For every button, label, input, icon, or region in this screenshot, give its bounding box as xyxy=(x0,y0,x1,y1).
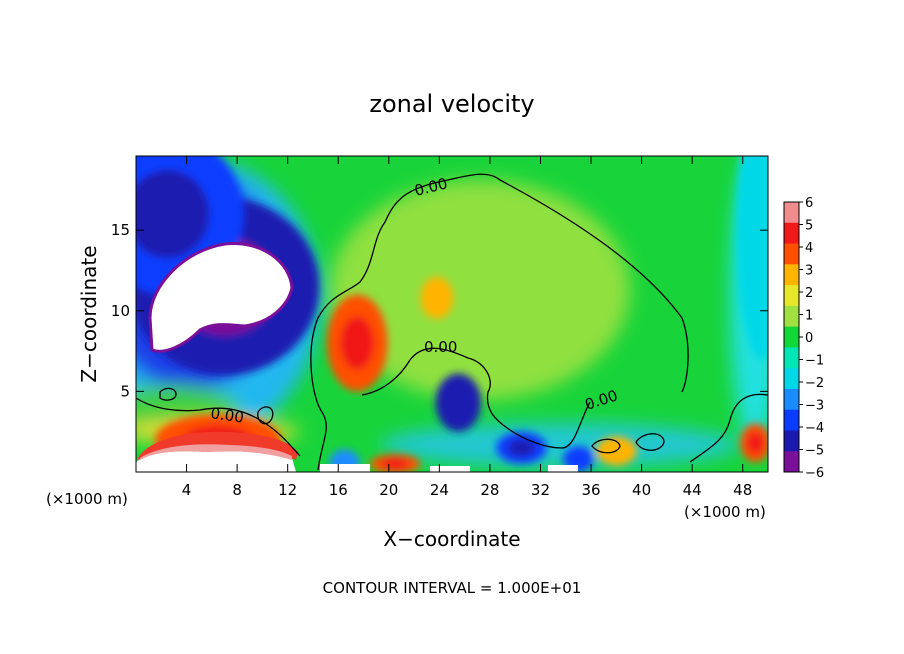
field-feature-core xyxy=(340,316,374,370)
white-bottom-strip-2 xyxy=(430,466,470,472)
zero-contour-left xyxy=(136,397,301,457)
x-unit-right: (×1000 m) xyxy=(684,503,766,521)
colorbar-tick-label: −3 xyxy=(805,399,824,414)
colorbar-tick-label: 2 xyxy=(805,286,813,301)
colorbar-segment xyxy=(784,409,799,431)
colorbar-tick-label: −6 xyxy=(805,466,824,481)
x-tick-label: 8 xyxy=(232,481,242,499)
x-tick-label: 16 xyxy=(329,481,348,499)
colorbar-tick-label: 6 xyxy=(805,196,813,211)
zero-contours xyxy=(136,173,768,471)
field-feature xyxy=(420,276,454,319)
zero-contour-small-4 xyxy=(635,433,665,451)
light-green-mid xyxy=(330,180,630,400)
field-feature-core xyxy=(507,438,536,457)
colorbar-segment xyxy=(784,202,799,224)
field-feature-core xyxy=(747,432,764,454)
colorbar-segment xyxy=(784,243,799,265)
colorbar-segment xyxy=(784,451,799,473)
white-blob-upper xyxy=(148,242,294,353)
colorbar-segment xyxy=(784,264,799,286)
x-tick-label: 20 xyxy=(379,481,398,499)
colorbar-segment xyxy=(784,285,799,307)
y-axis: 5 10 15 xyxy=(111,221,768,400)
colorbar-tick-label: 4 xyxy=(805,241,813,256)
pink-band xyxy=(140,444,292,460)
colorbar-segment xyxy=(784,388,799,411)
x-tick-label: 28 xyxy=(480,481,499,499)
white-bottom-strip-1 xyxy=(320,464,370,472)
x-axis-label: X−coordinate xyxy=(383,527,520,551)
field-feature xyxy=(736,156,768,360)
x-tick-label: 12 xyxy=(278,481,297,499)
colorbar-segment xyxy=(784,326,799,348)
zero-contour-main xyxy=(310,173,689,471)
contour-label: 0.00 xyxy=(424,338,457,356)
white-bottom-strip-3 xyxy=(548,465,578,472)
colorbar-tick-label: −4 xyxy=(805,421,824,436)
colorbar-segment xyxy=(784,305,799,328)
y-axis-label: Z−coordinate xyxy=(77,245,101,382)
colorbar-segment xyxy=(784,222,799,245)
colorbar-tick-label: −1 xyxy=(805,354,824,369)
colorbar-tick-label: −5 xyxy=(805,444,824,459)
colorbar-segment xyxy=(784,430,799,452)
colorbar-tick-label: 3 xyxy=(805,264,813,279)
zero-contour-mid xyxy=(361,347,591,449)
plot-area xyxy=(136,156,768,472)
zero-contour-right xyxy=(689,393,768,463)
field-feature-core xyxy=(445,386,471,419)
colorbar: 6 5 4 3 2 1 0 −1 −2 −3 −4 −5 −6 xyxy=(783,196,824,481)
y-tick-label: 15 xyxy=(111,221,130,239)
colorbar-segment xyxy=(784,368,799,390)
zero-contour-small-3 xyxy=(591,438,621,454)
y-tick-label: 5 xyxy=(120,382,130,400)
field-feature-core xyxy=(570,452,587,467)
white-regions xyxy=(136,242,578,472)
footer-note: CONTOUR INTERVAL = 1.000E+01 xyxy=(323,579,582,597)
colorbar-tick-label: 0 xyxy=(805,331,813,346)
zero-contour-small-2 xyxy=(257,406,274,425)
plot-frame xyxy=(135,155,769,473)
x-tick-label: 48 xyxy=(733,481,752,499)
field-feature-core xyxy=(136,169,210,259)
contour-label: 0.00 xyxy=(209,404,245,426)
zero-contour-small-1 xyxy=(159,387,177,401)
colorbar-tick-label: 1 xyxy=(805,309,813,324)
x-tick-label: 36 xyxy=(581,481,600,499)
x-tick-label: 4 xyxy=(182,481,192,499)
x-tick-label: 40 xyxy=(632,481,651,499)
x-unit-left: (×1000 m) xyxy=(46,490,128,508)
field-feature-core xyxy=(381,458,410,470)
x-tick-label: 44 xyxy=(683,481,702,499)
teal-bottom xyxy=(380,423,740,467)
x-axis: 4 8 12 16 20 24 28 32 36 40 44 48 xyxy=(182,156,752,499)
chart-title: zonal velocity xyxy=(369,90,534,118)
y-tick-label: 10 xyxy=(111,302,130,320)
colorbar-tick-label: 5 xyxy=(805,219,813,234)
x-tick-label: 32 xyxy=(531,481,550,499)
x-tick-label: 24 xyxy=(430,481,449,499)
white-bottom-left xyxy=(136,451,296,472)
colorbar-segment xyxy=(784,347,799,369)
colorbar-tick-label: −2 xyxy=(805,376,824,391)
